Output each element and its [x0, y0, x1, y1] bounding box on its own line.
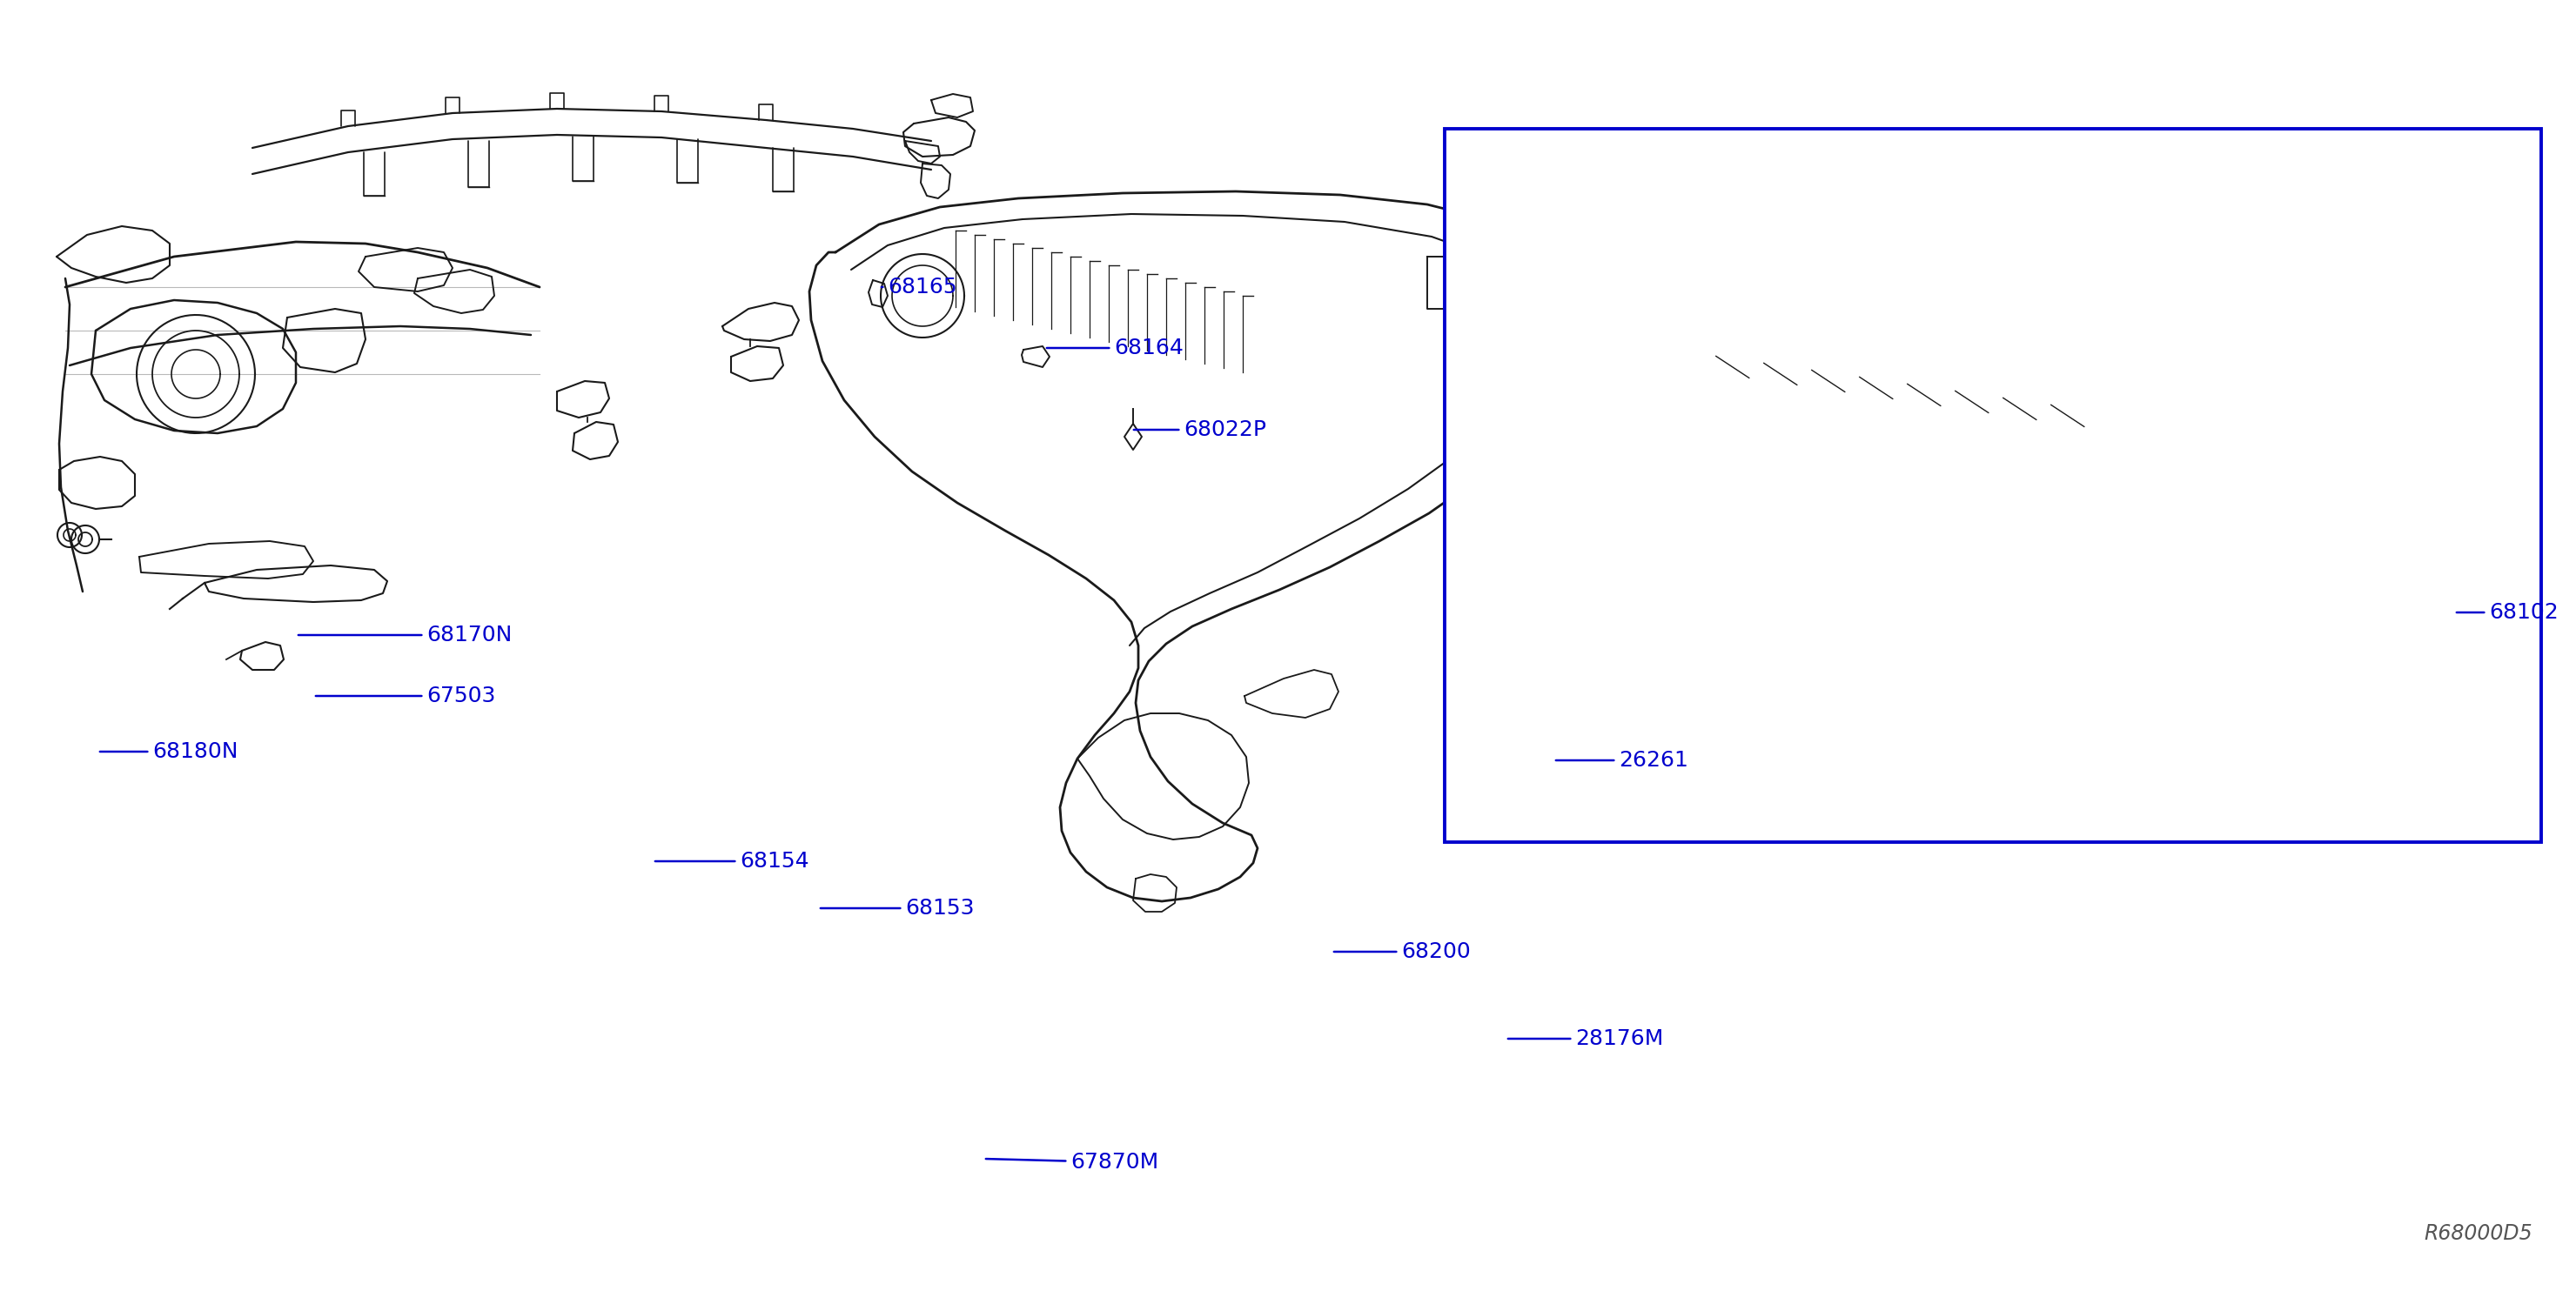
Text: 26261: 26261	[1556, 750, 1687, 771]
Text: 68022P: 68022P	[1133, 420, 1267, 440]
Text: 68153: 68153	[822, 897, 974, 919]
Text: 67503: 67503	[317, 686, 495, 706]
Text: 68200: 68200	[1334, 941, 1471, 962]
Bar	[1445, 129, 2540, 842]
Text: 68165: 68165	[881, 276, 956, 297]
Text: R68000D5: R68000D5	[2424, 1223, 2532, 1245]
Text: 68102: 68102	[2458, 602, 2558, 622]
Text: 67870M: 67870M	[987, 1152, 1159, 1172]
Text: 28176M: 28176M	[1507, 1028, 1664, 1050]
Text: 68180N: 68180N	[100, 741, 237, 762]
Text: 68170N: 68170N	[299, 625, 513, 646]
Text: 68154: 68154	[654, 851, 809, 871]
Text: 68164: 68164	[1046, 337, 1182, 359]
